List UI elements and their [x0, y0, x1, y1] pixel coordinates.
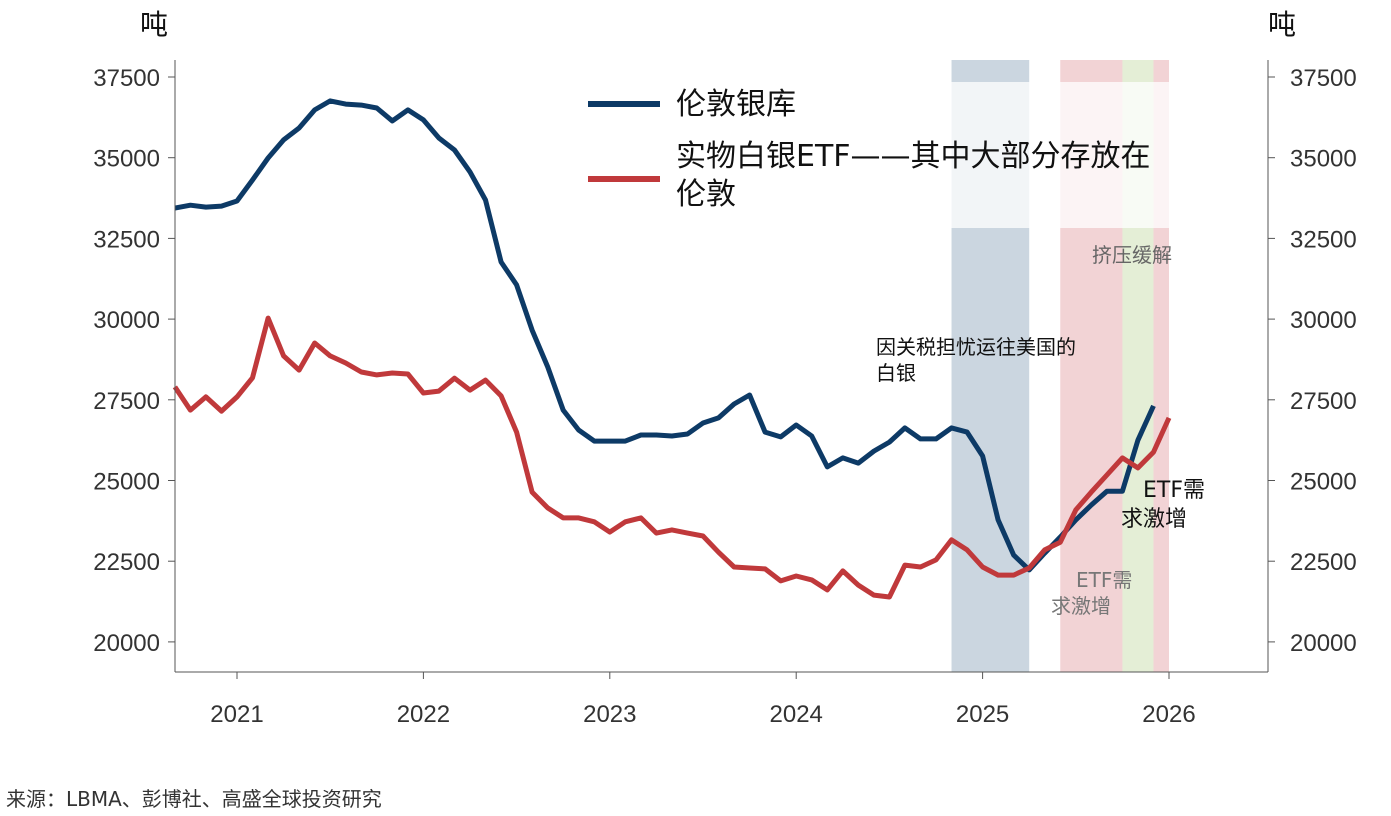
- x-tick-label: 2025: [956, 701, 1009, 728]
- y-tick-label-right: 30000: [1290, 307, 1357, 334]
- y-tick-label-right: 37500: [1290, 65, 1357, 92]
- annotation-etf-surge-faded: ETF需求激增: [1051, 568, 1132, 618]
- right-unit-label: 吨: [1268, 8, 1296, 41]
- annotation-squeeze-eased: 挤压缓解: [1092, 243, 1172, 267]
- y-tick-label-left: 30000: [93, 307, 160, 334]
- annotation-etf-surge-line1: ETF需: [1143, 478, 1205, 503]
- y-tick-label-left: 27500: [93, 388, 160, 415]
- annotation-etf-surge-faded-line2: 求激增: [1051, 594, 1111, 618]
- legend-label-etf: 实物白银ETF——其中大部分存放在 伦敦: [676, 139, 1160, 212]
- annotation-tariff-line1: 因关税担忧运往美国的: [876, 335, 1076, 359]
- annotation-etf-surge-line2: 求激增: [1121, 507, 1187, 532]
- y-tick-label-right: 27500: [1290, 388, 1357, 415]
- x-tick-label: 2023: [583, 701, 636, 728]
- legend: 伦敦银库 实物白银ETF——其中大部分存放在 伦敦: [588, 87, 1160, 212]
- x-tick-label: 2021: [210, 701, 263, 728]
- y-tick-label-left: 25000: [93, 469, 160, 496]
- y-tick-label-left: 35000: [93, 146, 160, 173]
- y-tick-label-right: 20000: [1290, 630, 1357, 657]
- legend-label-etf-line1: 实物白银ETF——其中大部分存放在: [676, 139, 1151, 174]
- source-note: 来源：LBMA、彭博社、高盛全球投资研究: [6, 787, 382, 811]
- legend-label-etf-line2: 伦敦: [676, 177, 736, 212]
- chart: 20000 20000 22500 22500 25000 25000 27500 27500…: [93, 8, 1357, 728]
- y-tick-label-right: 25000: [1290, 469, 1357, 496]
- series-line-0: [174, 98, 1156, 573]
- y-tick-label-left: 37500: [93, 65, 160, 92]
- y-tick-label-right: 35000: [1290, 146, 1357, 173]
- series-line-1: [172, 315, 1172, 600]
- annotation-etf-surge: ETF需求激增: [1121, 478, 1205, 532]
- annotation-etf-surge-faded-line1: ETF需: [1076, 568, 1132, 592]
- annotation-tariff-line2: 白银: [876, 361, 916, 385]
- legend-label-london-vaults: 伦敦银库: [676, 87, 796, 122]
- x-tick-label: 2022: [397, 701, 450, 728]
- y-tick-label-left: 32500: [93, 226, 160, 253]
- annotation-tariff: 因关税担忧运往美国的白银: [876, 335, 1076, 385]
- legend-background: [585, 82, 1235, 228]
- left-unit-label: 吨: [140, 8, 168, 41]
- y-tick-label-left: 20000: [93, 630, 160, 657]
- x-tick-label: 2024: [770, 701, 823, 728]
- y-tick-label-left: 22500: [93, 549, 160, 576]
- x-tick-label: 2026: [1142, 701, 1195, 728]
- y-tick-label-right: 22500: [1290, 549, 1357, 576]
- y-tick-label-right: 32500: [1290, 226, 1357, 253]
